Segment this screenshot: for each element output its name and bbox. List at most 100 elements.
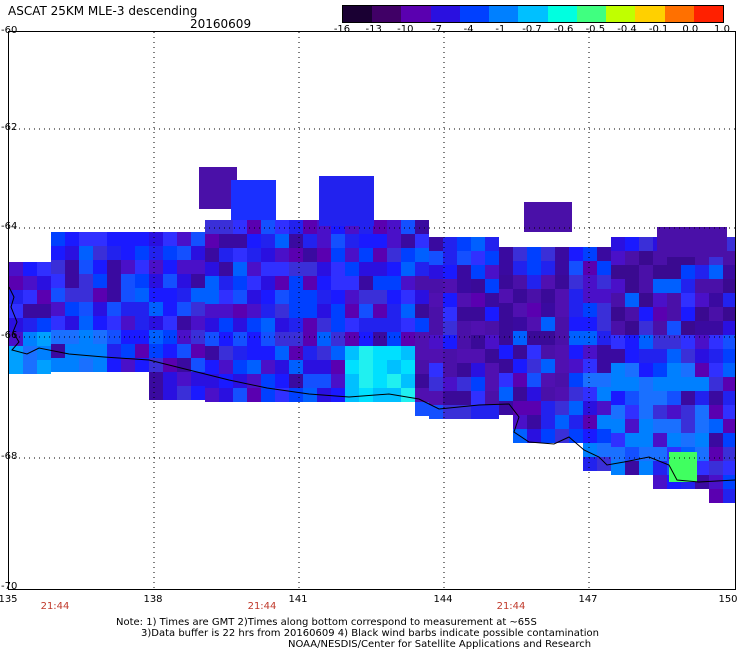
data-cell	[177, 302, 191, 316]
data-cell	[611, 279, 625, 293]
data-cell	[275, 248, 289, 262]
data-cell	[23, 360, 37, 374]
data-cell	[373, 220, 387, 234]
data-cell	[597, 401, 611, 415]
data-cell	[667, 335, 681, 349]
data-cell	[611, 461, 625, 475]
data-cell	[415, 304, 429, 318]
data-cell	[65, 246, 79, 260]
data-cell	[387, 276, 401, 290]
data-cell	[387, 234, 401, 248]
data-cell	[233, 248, 247, 262]
data-cell	[191, 260, 205, 274]
data-cell	[149, 344, 163, 358]
data-cell	[723, 377, 735, 391]
data-cell	[93, 288, 107, 302]
data-cell	[261, 276, 275, 290]
data-cell	[205, 290, 219, 304]
data-cell	[205, 234, 219, 248]
data-cell	[639, 237, 653, 251]
data-cell	[289, 318, 303, 332]
data-cell	[443, 335, 457, 349]
data-cell	[23, 290, 37, 304]
data-cell	[695, 321, 709, 335]
data-cell	[107, 344, 121, 358]
data-cell	[541, 401, 555, 415]
colorbar-segment	[430, 6, 460, 22]
data-cell	[541, 289, 555, 303]
data-cell	[625, 391, 639, 405]
data-cell	[275, 332, 289, 346]
data-cell	[317, 290, 331, 304]
data-cell	[611, 405, 625, 419]
colorbar-segment	[576, 6, 607, 22]
data-cell	[625, 279, 639, 293]
lon-label: 138	[143, 594, 163, 605]
data-cell	[443, 321, 457, 335]
data-cell	[135, 232, 149, 246]
data-cell	[121, 232, 135, 246]
data-cell	[723, 433, 735, 447]
data-cell	[681, 335, 695, 349]
data-cell	[611, 321, 625, 335]
data-cell	[177, 260, 191, 274]
data-cell	[373, 374, 387, 388]
lat-label: -66	[1, 330, 18, 341]
data-cell	[709, 377, 723, 391]
data-cell	[331, 332, 345, 346]
data-cell	[319, 176, 374, 226]
data-cell	[51, 288, 65, 302]
colorbar-segment	[693, 6, 724, 22]
data-cell	[219, 234, 233, 248]
data-cell	[667, 391, 681, 405]
data-cell	[79, 316, 93, 330]
time-label: 21:44	[496, 601, 526, 612]
data-cell	[471, 363, 485, 377]
data-cell	[541, 345, 555, 359]
data-cell	[401, 290, 415, 304]
data-cell	[415, 276, 429, 290]
data-cell	[457, 363, 471, 377]
data-cell	[583, 401, 597, 415]
data-cell	[513, 275, 527, 289]
data-cell	[667, 433, 681, 447]
data-cell	[611, 433, 625, 447]
data-cell	[597, 373, 611, 387]
data-cell	[275, 346, 289, 360]
data-cell	[163, 372, 177, 386]
data-cell	[37, 262, 51, 276]
data-cell	[555, 401, 569, 415]
data-cell	[443, 377, 457, 391]
data-cell	[723, 293, 735, 307]
data-cell	[23, 276, 37, 290]
data-cell	[583, 387, 597, 401]
data-cell	[275, 290, 289, 304]
data-cell	[233, 360, 247, 374]
data-cell	[681, 377, 695, 391]
data-cell	[289, 220, 303, 234]
data-cell	[681, 321, 695, 335]
data-cell	[107, 274, 121, 288]
data-cell	[275, 360, 289, 374]
colorbar-label: -10	[397, 24, 414, 35]
colorbar-segment	[459, 6, 490, 22]
data-cell	[485, 321, 499, 335]
data-cell	[681, 363, 695, 377]
data-cell	[261, 290, 275, 304]
data-cell	[541, 275, 555, 289]
data-cell	[93, 358, 107, 372]
data-cell	[303, 304, 317, 318]
data-cell	[317, 374, 331, 388]
data-cell	[219, 304, 233, 318]
data-cell	[149, 330, 163, 344]
data-cell	[639, 433, 653, 447]
data-cell	[485, 279, 499, 293]
data-cell	[681, 349, 695, 363]
data-cell	[695, 447, 709, 461]
data-cell	[429, 335, 443, 349]
data-cell	[555, 429, 569, 443]
data-cell	[695, 377, 709, 391]
data-cell	[247, 248, 261, 262]
data-cell	[709, 349, 723, 363]
data-cell	[429, 293, 443, 307]
